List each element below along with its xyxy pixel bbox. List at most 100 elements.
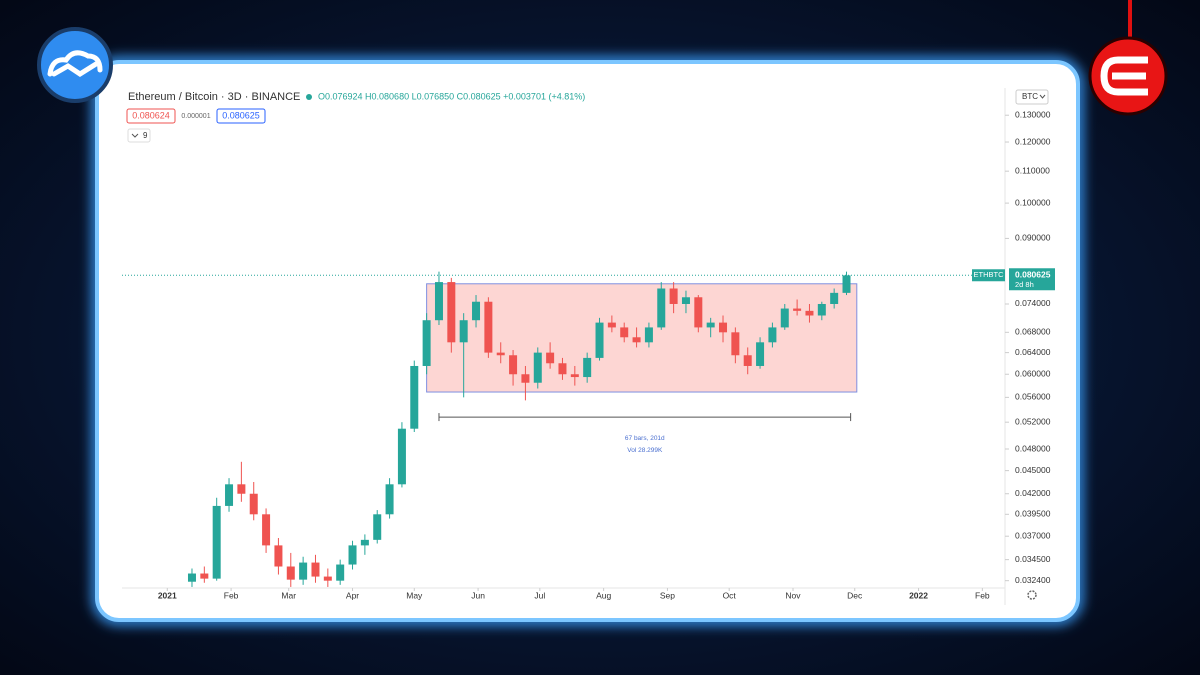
candle-body: [509, 355, 518, 375]
candle-body: [657, 288, 666, 328]
candle-body: [348, 545, 357, 565]
candle-body: [595, 322, 604, 358]
candle-body: [644, 327, 653, 343]
ask-box[interactable]: [216, 108, 266, 124]
bid-box[interactable]: [126, 108, 176, 124]
left-logo-mark: [47, 50, 103, 77]
candle-body: [286, 566, 295, 580]
candle-body: [768, 327, 777, 343]
y-tick-label: 0.110000: [1015, 165, 1050, 175]
candle-body: [780, 308, 789, 328]
candle-body: [694, 297, 703, 328]
candle-body: [225, 484, 234, 506]
x-tick-label: 2021: [158, 590, 177, 600]
x-tick-label: Apr: [346, 590, 359, 600]
measure-volume: Vol 28.299K: [627, 447, 663, 454]
bid: 0.080624: [132, 110, 170, 120]
candle-body: [669, 288, 678, 304]
right-logo-mark: [1100, 56, 1148, 96]
measure-bars: 67 bars, 201d: [625, 435, 665, 442]
candle-body: [546, 352, 555, 364]
y-tick-label: 0.068000: [1015, 327, 1051, 337]
chevron: [131, 133, 139, 138]
candle-body: [274, 545, 283, 567]
x-tick-label: Mar: [281, 590, 296, 600]
candle-body: [323, 576, 332, 581]
candle-body: [447, 282, 456, 343]
candle-body: [212, 505, 221, 579]
candle-body: [706, 322, 715, 328]
chevron: [1039, 94, 1046, 99]
frame: [95, 60, 1080, 622]
candle-body: [360, 539, 369, 546]
price-tag: [1009, 268, 1055, 291]
candle-body: [830, 292, 839, 304]
candle-body: [793, 308, 802, 311]
candle-body: [187, 573, 196, 582]
ask: 0.080625: [222, 110, 260, 120]
symbol-tag-label: ETHBTC: [974, 270, 1005, 279]
candle-body: [719, 322, 728, 333]
indicator-count: 9: [143, 131, 148, 140]
x-tick-label: Nov: [785, 590, 801, 600]
candle-body: [459, 320, 468, 343]
y-tick-label: 0.037000: [1015, 530, 1051, 540]
status-dot: [306, 94, 312, 100]
ohlc-readout: O0.076924 H0.080680 L0.076850 C0.080625 …: [318, 91, 585, 101]
candle-body: [681, 297, 690, 304]
candle-body: [632, 337, 641, 343]
indicator-toggle[interactable]: [127, 128, 151, 143]
candle-body: [842, 275, 851, 293]
price-tag-countdown: 2d 8h: [1015, 280, 1034, 289]
left-logo: [37, 27, 113, 103]
x-tick-label: Dec: [847, 590, 863, 600]
y-tick-label: 0.090000: [1015, 233, 1051, 243]
candle-body: [731, 332, 740, 356]
range-box: [426, 283, 858, 393]
x-tick-label: Jun: [471, 590, 485, 600]
candle-body: [570, 374, 579, 378]
candle-body: [200, 573, 209, 579]
candle-body: [237, 484, 246, 494]
candle-body: [533, 352, 542, 383]
candle-body: [311, 562, 320, 577]
y-tick-label: 0.130000: [1015, 109, 1051, 119]
candle-body: [434, 282, 443, 321]
currency: BTC: [1022, 92, 1038, 101]
candle-body: [336, 564, 345, 581]
candle-body: [607, 322, 616, 328]
currency-select[interactable]: [1015, 89, 1049, 105]
y-tick-label: 0.120000: [1015, 136, 1051, 146]
candle-body: [620, 327, 629, 338]
candle-body: [410, 365, 419, 429]
candle-body: [521, 374, 530, 383]
candle-body: [385, 484, 394, 515]
candle-body: [496, 352, 505, 356]
symbol-tag: [972, 269, 1005, 282]
y-tick-label: 0.056000: [1015, 392, 1051, 402]
candle-body: [397, 428, 406, 485]
symbol-title: Ethereum / Bitcoin · 3D · BINANCE: [128, 91, 300, 103]
y-tick-label: 0.042000: [1015, 488, 1051, 498]
candle-body: [373, 514, 382, 540]
candle-body: [558, 363, 567, 375]
x-tick-label: Feb: [975, 590, 990, 600]
x-tick-label: Feb: [224, 590, 239, 600]
x-tick-label: Jul: [534, 590, 545, 600]
price-tag-value: 0.080625: [1015, 270, 1051, 280]
candle-body: [583, 357, 592, 378]
y-tick-label: 0.034500: [1015, 554, 1051, 564]
spread: 0.000001: [181, 113, 210, 120]
x-tick-label: 2022: [909, 590, 928, 600]
candle-body: [249, 493, 258, 515]
candle-body: [299, 562, 308, 580]
settings-icon[interactable]: [1027, 590, 1037, 600]
y-tick-label: 0.045000: [1015, 465, 1051, 475]
y-tick-label: 0.064000: [1015, 347, 1051, 357]
x-tick-label: Oct: [723, 590, 737, 600]
candle-body: [805, 310, 814, 316]
candle-body: [422, 320, 431, 366]
candle-body: [472, 301, 481, 321]
